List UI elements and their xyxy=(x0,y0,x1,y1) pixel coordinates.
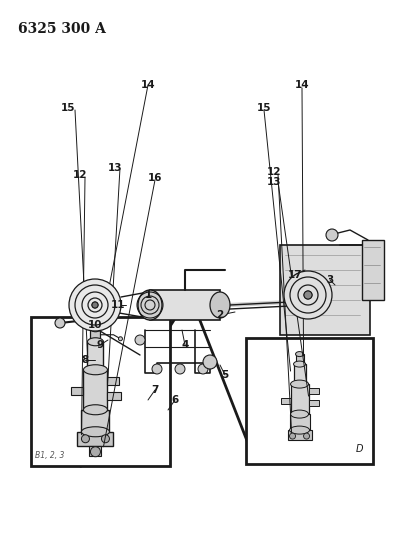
Bar xyxy=(245,338,372,464)
Ellipse shape xyxy=(293,361,305,367)
Text: 1: 1 xyxy=(144,290,151,300)
Circle shape xyxy=(283,271,331,319)
Ellipse shape xyxy=(138,290,162,320)
Bar xyxy=(293,364,305,384)
Text: 7: 7 xyxy=(151,385,158,395)
Circle shape xyxy=(55,318,65,328)
Text: 13: 13 xyxy=(266,177,281,187)
Bar xyxy=(87,342,103,370)
Circle shape xyxy=(198,364,207,374)
Text: D: D xyxy=(355,443,362,454)
Text: 2: 2 xyxy=(216,310,223,320)
Circle shape xyxy=(101,435,109,443)
Ellipse shape xyxy=(290,380,308,388)
Bar xyxy=(290,384,308,414)
Bar xyxy=(81,410,109,432)
Text: 16: 16 xyxy=(147,173,162,183)
Bar xyxy=(107,377,119,385)
Text: B1, 2, 3: B1, 2, 3 xyxy=(35,451,64,461)
Circle shape xyxy=(303,433,309,439)
Circle shape xyxy=(152,364,162,374)
Text: 4: 4 xyxy=(181,340,188,350)
Bar xyxy=(280,398,290,404)
Circle shape xyxy=(289,433,295,439)
Bar xyxy=(31,317,170,466)
Text: 10: 10 xyxy=(88,320,102,330)
Text: 15: 15 xyxy=(256,103,271,113)
Ellipse shape xyxy=(295,352,303,357)
Bar xyxy=(83,370,107,410)
Bar xyxy=(150,290,220,320)
Bar xyxy=(295,354,303,365)
Bar xyxy=(287,430,311,440)
Ellipse shape xyxy=(87,338,103,346)
Circle shape xyxy=(202,355,216,369)
Circle shape xyxy=(135,335,145,345)
Bar xyxy=(308,400,318,406)
Circle shape xyxy=(118,337,122,341)
Text: 14: 14 xyxy=(294,80,308,90)
Ellipse shape xyxy=(290,410,308,418)
Ellipse shape xyxy=(90,326,100,332)
Circle shape xyxy=(175,364,184,374)
Ellipse shape xyxy=(81,427,109,437)
Text: 15: 15 xyxy=(61,103,75,113)
Text: 12: 12 xyxy=(72,170,87,180)
Text: 8: 8 xyxy=(81,355,88,365)
Ellipse shape xyxy=(293,381,305,387)
Text: 6: 6 xyxy=(171,395,178,405)
Circle shape xyxy=(92,302,98,308)
Ellipse shape xyxy=(87,366,103,374)
Text: 9: 9 xyxy=(96,340,103,350)
Bar xyxy=(289,414,309,430)
Text: 13: 13 xyxy=(108,163,122,173)
Bar xyxy=(279,245,369,335)
Text: 3: 3 xyxy=(326,275,333,285)
Bar xyxy=(107,392,121,400)
Ellipse shape xyxy=(83,405,107,415)
Circle shape xyxy=(90,447,100,457)
Bar xyxy=(77,432,113,446)
Bar xyxy=(71,387,83,395)
Circle shape xyxy=(325,229,337,241)
Text: 6325 300 A: 6325 300 A xyxy=(18,22,106,36)
Bar xyxy=(308,388,318,394)
Circle shape xyxy=(303,291,311,299)
Ellipse shape xyxy=(83,365,107,375)
Bar xyxy=(361,240,383,300)
Circle shape xyxy=(81,435,89,443)
Text: 17: 17 xyxy=(287,270,301,280)
Ellipse shape xyxy=(209,292,229,318)
Text: 14: 14 xyxy=(140,80,155,90)
Text: 11: 11 xyxy=(110,300,125,310)
Text: 5: 5 xyxy=(221,370,228,380)
Text: 12: 12 xyxy=(266,167,281,177)
Bar xyxy=(89,446,101,456)
Bar xyxy=(90,329,100,343)
Ellipse shape xyxy=(289,426,309,434)
Circle shape xyxy=(69,279,121,331)
